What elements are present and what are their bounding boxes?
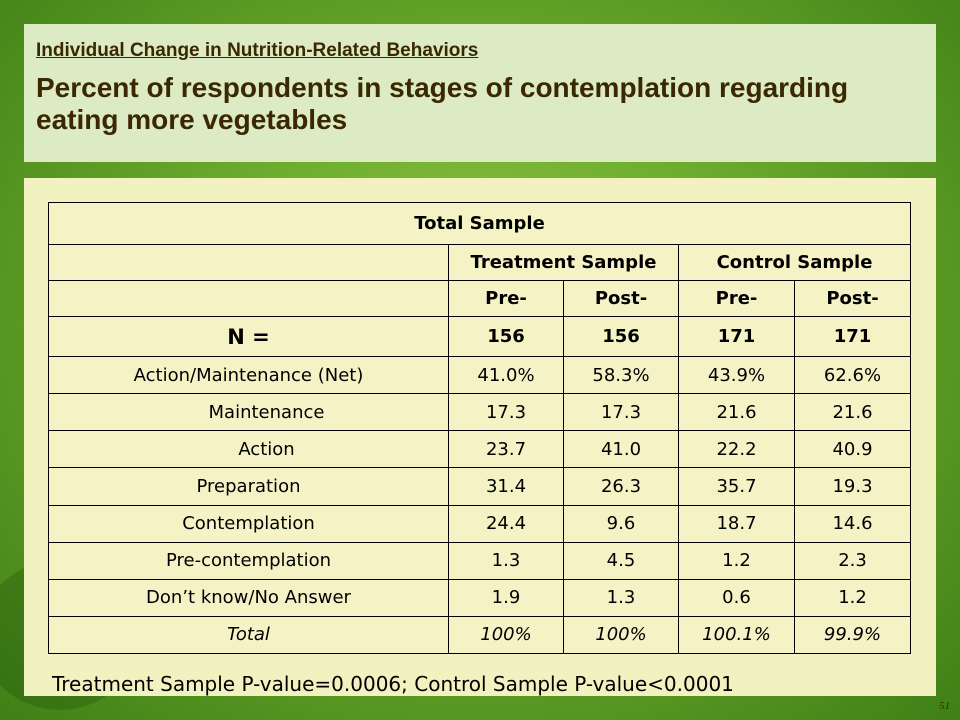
data-table: Total Sample Treatment Sample Control Sa… (47, 202, 912, 655)
table-cell: 19.3 (793, 467, 912, 506)
table-row: Total 100% 100% 100.1% 99.9% (48, 615, 912, 655)
table-cell: 14.6 (793, 504, 912, 543)
page-number: 51 (939, 700, 950, 712)
table-cell: 9.6 (563, 504, 679, 543)
table-cell: 1.9 (448, 578, 564, 617)
table-row: Total Sample (47, 202, 912, 245)
table-row: Contemplation 24.4 9.6 18.7 14.6 (48, 504, 912, 543)
total-sample-header: Total Sample (47, 202, 912, 245)
table-row: Preparation 31.4 26.3 35.7 19.3 (48, 467, 912, 506)
table-row: Action 23.7 41.0 22.2 40.9 (48, 430, 912, 469)
table-cell: 1.3 (448, 541, 564, 580)
table-row: Don’t know/No Answer 1.9 1.3 0.6 1.2 (48, 578, 912, 617)
table-cell: 41.0% (448, 355, 564, 395)
control-sample-header: Control Sample (677, 244, 912, 281)
table-cell: 2.3 (793, 541, 912, 580)
table-cell: 41.0 (563, 430, 679, 469)
n-label: N = (48, 316, 449, 357)
table-row: Pre- Post- Pre- Post- (48, 280, 912, 317)
table-cell: 17.3 (563, 393, 679, 432)
table-cell: 18.7 (678, 504, 795, 543)
table-cell: 17.3 (448, 393, 564, 432)
column-header: Post- (563, 280, 679, 317)
table-cell: 31.4 (448, 467, 564, 506)
table-cell: 40.9 (793, 430, 912, 469)
table-cell: 58.3% (563, 355, 679, 395)
table-cell: 1.2 (678, 541, 795, 580)
table-cell: 22.2 (678, 430, 795, 469)
table-row: Treatment Sample Control Sample (48, 244, 912, 281)
table-cell: 21.6 (793, 393, 912, 432)
row-label: Maintenance (48, 393, 449, 432)
row-label: Contemplation (48, 504, 449, 543)
table-row: N = 156 156 171 171 (48, 316, 912, 357)
n-value: 171 (678, 316, 795, 357)
table-cell: 23.7 (448, 430, 564, 469)
table-cell: 21.6 (678, 393, 795, 432)
row-label: Preparation (48, 467, 449, 506)
total-value: 99.9% (793, 615, 912, 655)
column-header: Pre- (678, 280, 795, 317)
table-row: Pre-contemplation 1.3 4.5 1.2 2.3 (48, 541, 912, 580)
row-label: Action (48, 430, 449, 469)
table-cell: 4.5 (563, 541, 679, 580)
table-row: Action/Maintenance (Net) 41.0% 58.3% 43.… (48, 355, 912, 395)
table-cell: 43.9% (678, 355, 795, 395)
row-label: Don’t know/No Answer (48, 578, 449, 617)
table-cell: 0.6 (678, 578, 795, 617)
treatment-sample-header: Treatment Sample (448, 244, 679, 281)
table-cell: 35.7 (678, 467, 795, 506)
column-header: Pre- (448, 280, 564, 317)
empty-cell (48, 244, 449, 281)
total-value: 100% (563, 615, 679, 655)
header-band: Individual Change in Nutrition-Related B… (24, 24, 936, 162)
table-cell: 1.2 (793, 578, 912, 617)
total-value: 100% (448, 615, 564, 655)
table-cell: 24.4 (448, 504, 564, 543)
table-row: Maintenance 17.3 17.3 21.6 21.6 (48, 393, 912, 432)
row-label: Action/Maintenance (Net) (48, 355, 449, 395)
slide-title: Percent of respondents in stages of cont… (36, 72, 849, 135)
table-cell: 26.3 (563, 467, 679, 506)
table-cell: 1.3 (563, 578, 679, 617)
n-value: 171 (793, 316, 912, 357)
row-label: Pre-contemplation (48, 541, 449, 580)
n-value: 156 (448, 316, 564, 357)
p-value-note: Treatment Sample P-value=0.0006; Control… (52, 672, 734, 696)
slide-subtitle: Individual Change in Nutrition-Related B… (36, 40, 479, 61)
table-cell: 62.6% (793, 355, 912, 395)
column-header: Post- (793, 280, 912, 317)
empty-cell (48, 280, 449, 317)
total-value: 100.1% (678, 615, 795, 655)
total-label: Total (48, 615, 449, 655)
n-value: 156 (563, 316, 679, 357)
